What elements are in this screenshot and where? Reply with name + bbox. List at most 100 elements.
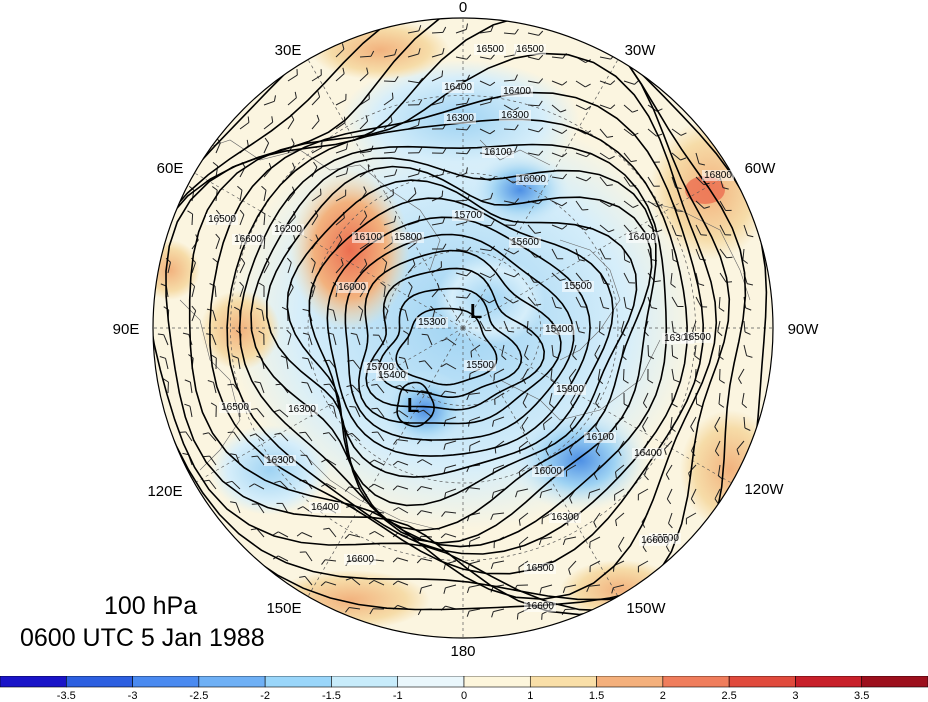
contour-label: 16800 xyxy=(704,170,732,181)
wind-barb xyxy=(287,262,292,274)
wind-barb-flag xyxy=(470,351,473,358)
contour-label: 15700 xyxy=(366,362,394,373)
wind-barb xyxy=(493,464,505,470)
wind-barb xyxy=(568,368,577,379)
wind-barb-flag xyxy=(514,198,520,204)
wind-barb xyxy=(599,128,608,138)
wind-barb xyxy=(397,439,409,442)
wind-barb xyxy=(359,310,364,322)
wind-barb-flag xyxy=(210,354,217,359)
wind-barb-flag xyxy=(562,587,566,593)
wind-barb-flag xyxy=(417,459,423,464)
wind-barb-flag xyxy=(665,546,670,552)
wind-barb-flag xyxy=(623,379,629,384)
wind-barb-flag xyxy=(466,148,471,155)
wind-barb-flag xyxy=(656,229,663,233)
wind-barb xyxy=(599,296,604,308)
lon-label-120e: 120E xyxy=(147,483,182,500)
contour-label-background xyxy=(452,210,484,221)
wind-barb-flag xyxy=(718,403,725,408)
wind-barb-flag xyxy=(595,450,601,457)
wind-barb-flag xyxy=(392,557,398,563)
wind-barb-flag xyxy=(489,129,496,135)
wind-barb xyxy=(719,248,727,259)
wind-barb-flag xyxy=(698,283,705,286)
wind-barb xyxy=(503,296,514,304)
wind-barb-flag xyxy=(358,305,364,311)
wind-barb-flag xyxy=(490,220,495,226)
contour-label: 16000 xyxy=(338,282,366,293)
wind-barb xyxy=(354,406,361,418)
wind-barb-flag xyxy=(302,308,309,312)
wind-barb xyxy=(231,480,241,490)
wind-barb xyxy=(549,392,553,404)
wind-barb-flag xyxy=(494,447,497,454)
wind-barb xyxy=(455,272,467,277)
wind-barb xyxy=(469,440,481,447)
wind-barb-flag xyxy=(606,184,613,187)
wind-barb-flag xyxy=(593,521,597,528)
contour-label: 16600 xyxy=(234,234,262,245)
contour-label-background xyxy=(524,563,556,574)
wind-barb-flag xyxy=(363,210,368,217)
wind-barb-flag xyxy=(513,250,520,255)
contour-label: 15400 xyxy=(545,324,573,335)
wind-barb-flag xyxy=(256,307,263,311)
lon-label-150e: 150E xyxy=(266,600,301,617)
wind-barb xyxy=(335,122,346,130)
wind-barb xyxy=(638,488,649,495)
contour-label-background xyxy=(219,402,251,413)
wind-barb-flag xyxy=(746,283,754,286)
wind-barb-flag xyxy=(543,423,545,430)
wind-barb xyxy=(599,200,610,208)
wind-barb xyxy=(572,344,577,356)
wind-barb-flag xyxy=(508,330,515,333)
wind-barb-flag xyxy=(742,259,749,264)
wind-barb-flag xyxy=(182,332,189,335)
lon-label-120w: 120W xyxy=(744,481,784,498)
contour-label: 16000 xyxy=(534,466,562,477)
wind-barb xyxy=(690,416,697,427)
wind-barb-flag xyxy=(322,432,329,435)
wind-barb xyxy=(185,431,193,442)
wind-barb-flag xyxy=(670,283,676,288)
polar-stereographic-map: 16500 16500 16400 16400 16300 16300 16100 16000… xyxy=(113,0,820,660)
wind-barb xyxy=(503,104,514,111)
wind-barb xyxy=(541,584,553,589)
wind-barb xyxy=(359,73,369,82)
wind-barb xyxy=(479,320,486,331)
wind-barb xyxy=(664,440,673,450)
wind-barb-flag xyxy=(578,331,585,334)
contour-label-background xyxy=(376,370,408,381)
contour-label: 16400 xyxy=(311,502,339,513)
wind-barb xyxy=(351,433,361,442)
wind-barb-flag xyxy=(338,234,343,240)
wind-barb xyxy=(526,320,529,333)
wind-barb xyxy=(551,248,558,259)
low-marker: L xyxy=(407,395,419,417)
wind-barb xyxy=(551,128,563,134)
wind-barb-flag xyxy=(671,403,678,408)
wind-barb xyxy=(263,142,270,154)
wind-barb-flag xyxy=(595,426,600,433)
wind-barb xyxy=(311,262,316,274)
wind-barb-flag xyxy=(634,80,640,85)
lon-label-60w: 60W xyxy=(745,160,777,177)
wind-barb-flag xyxy=(466,394,470,401)
wind-barb xyxy=(575,296,582,308)
wind-barb xyxy=(306,455,313,466)
wind-barb xyxy=(427,334,433,346)
wind-barb xyxy=(328,527,337,538)
wind-barb xyxy=(383,241,394,250)
colorbar-tick-label: 2.5 xyxy=(721,690,736,702)
wind-barb xyxy=(714,440,721,452)
wind-barb xyxy=(383,221,395,226)
wind-barb xyxy=(278,531,289,538)
wind-barb xyxy=(326,483,337,490)
wind-barb xyxy=(259,382,265,394)
wind-barb-flag xyxy=(539,587,542,594)
wind-barb xyxy=(541,536,553,540)
wind-barb-flag xyxy=(559,278,566,281)
wind-barb xyxy=(668,512,673,524)
wind-barb xyxy=(714,416,721,427)
